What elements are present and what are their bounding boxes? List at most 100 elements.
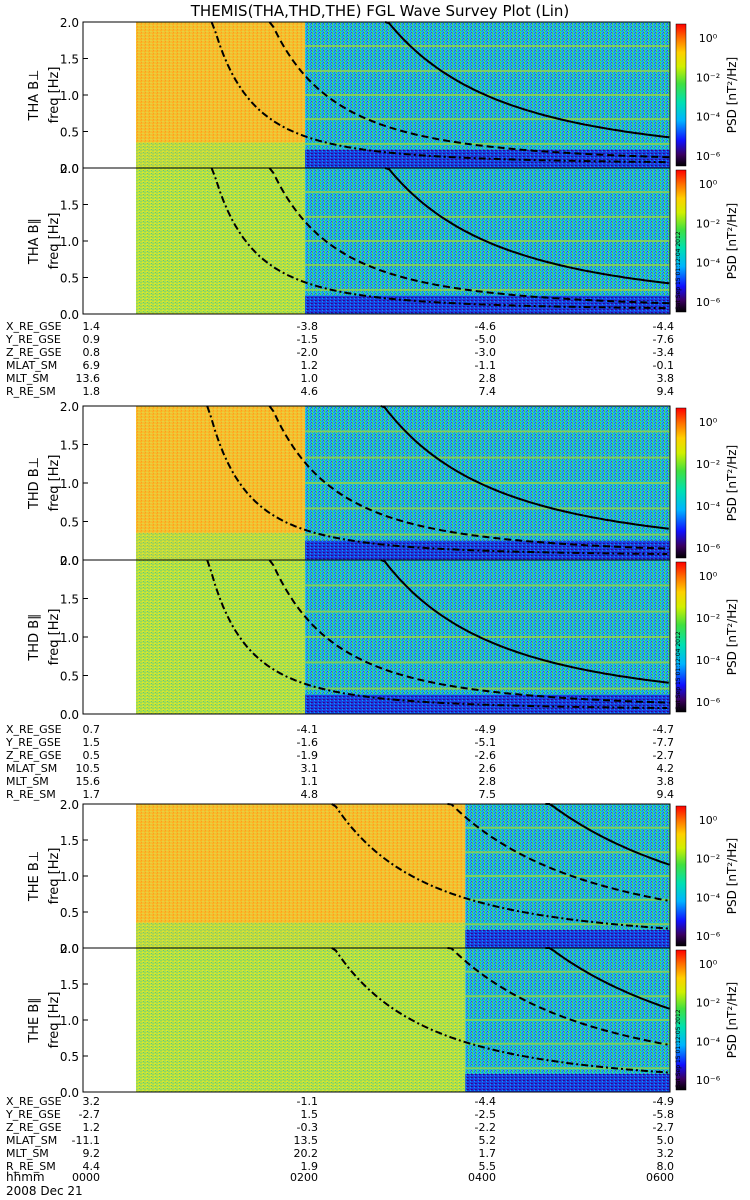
colorbar-label: PSD [nT²/Hz] [725,599,739,675]
freq-ylabel: freq [Hz] [47,609,62,666]
colorbar-gradient [675,169,687,313]
low-freq-band [136,142,306,168]
panel-ylabel: THD B∥ [27,613,42,661]
ephemeris-value: -1.1 [475,359,496,372]
colorbar-gradient [675,407,687,559]
ephemeris-value: -3.4 [653,346,674,359]
harmonic-line [305,118,670,121]
low-freq-band [136,288,306,314]
colorbar-tick-label: 10⁻⁴ [696,257,721,270]
time-tick-label: 0600 [646,1171,674,1184]
harmonic-line [305,482,670,484]
ephemeris-row-label: X_RE_GSE [6,320,62,333]
y-tick-label: 0.0 [60,554,79,568]
panel-ylabel: THA B∥ [27,218,42,265]
harmonic-line [305,191,670,194]
panel-ylabel: THE B∥ [27,997,42,1043]
harmonic-line [305,507,670,510]
y-tick-label: 2.0 [60,942,79,956]
ephemeris-value: -0.3 [297,1121,318,1134]
deep-low-band [305,149,670,168]
ephemeris-value: -11.1 [72,1134,100,1147]
ephemeris-value: -5.1 [475,736,496,749]
ephemeris-value: 2.8 [479,372,497,385]
date-label: 2008 Dec 21 [6,1184,83,1198]
y-tick-label: 2.0 [60,798,79,812]
colorbar-tick-label: 10⁻² [696,612,720,625]
ephemeris-value: 3.2 [657,1147,675,1160]
low-freq-band [136,922,466,948]
ephemeris-value: -2.7 [79,1108,100,1121]
time-tick-label: 0400 [468,1171,496,1184]
ephemeris-value: -4.9 [475,723,496,736]
harmonic-line [465,875,670,877]
colorbar-tick-label: 10⁰ [699,32,718,45]
colorbar-tick-label: 10⁻⁴ [696,111,721,124]
harmonic-line [305,584,670,587]
ephemeris-value: 4.2 [657,762,675,775]
ephemeris-row-label: Z_RE_GSE [6,346,62,359]
psd-colorbar: 10⁰ 10⁻² 10⁻⁴ 10⁻⁶ PSD [nT²/Hz] Sat Sep 15 01… [675,949,739,1091]
colorbar-tick-label: 10⁻² [696,71,720,84]
timestamp-label: Sat Sep 15 01:12:04 2012 [675,231,682,310]
ephemeris-value: 1.5 [301,1108,319,1121]
ephemeris-value: 4.8 [301,788,319,801]
freq-ylabel: freq [Hz] [47,848,62,905]
low-freq-band [136,687,306,714]
panel-ylabel: THE B⊥ [27,851,42,902]
ephemeris-value: 6.9 [83,359,101,372]
harmonic-line [465,970,670,973]
ephemeris-thd: X_RE_GSE 0.7 -4.1 -4.9 -4.7 Y_RE_GSE 1.5 -1.6 -5… [5,723,674,801]
ephemeris-value: -2.7 [653,1121,674,1134]
ephemeris-value: -1.6 [297,736,318,749]
y-tick-label: 1.5 [60,439,79,453]
harmonic-line [305,45,670,48]
ephemeris-value: 1.0 [301,372,319,385]
y-tick-label: 1.5 [60,978,79,992]
ephemeris-row-label: R_RE_SM [6,788,56,801]
ephemeris-value: -2.2 [475,1121,496,1134]
ephemeris-row-label: Z_RE_GSE [6,1121,62,1134]
time-tick-label: 0000 [72,1171,100,1184]
ephemeris-value: 5.5 [479,1160,497,1173]
ephemeris-row-label: R_RE_SM [6,385,56,398]
y-tick-label: 0.5 [60,670,79,684]
ephemeris-value: 5.2 [479,1134,497,1147]
panel-ylabel: THD B⊥ [27,457,42,510]
ephemeris-value: 1.8 [83,385,101,398]
ephemeris-value: 3.2 [83,1095,101,1108]
dashdot-frequency-curve [210,167,668,310]
colorbar-tick-label: 10⁻⁴ [696,891,721,904]
ephemeris-value: 15.6 [76,775,101,788]
ephemeris-value: 3.8 [657,372,675,385]
ephemeris-row-label: Y_RE_GSE [5,1108,61,1121]
y-tick-label: 1.5 [60,53,79,67]
ephemeris-value: -7.7 [653,736,674,749]
ephemeris-value: -0.1 [653,359,674,372]
panel-ylabel: THA B⊥ [27,70,42,122]
ephemeris-value: 5.0 [657,1134,675,1147]
ephemeris-value: 1.9 [301,1160,319,1173]
ephemeris-value: 7.5 [479,788,497,801]
harmonic-line [305,456,670,459]
harmonic-line [465,898,670,901]
harmonic-line [465,1042,670,1045]
ephemeris-value: 1.7 [83,788,101,801]
ephemeris-value: 3.1 [301,762,319,775]
harmonic-line [465,923,670,926]
harmonic-line [305,215,670,218]
ephemeris-value: -2.7 [653,749,674,762]
ephemeris-row-label: MLAT_SM [6,359,57,372]
ephemeris-value: -5.8 [653,1108,674,1121]
colorbar-tick-label: 10⁻⁶ [696,696,721,709]
psd-colorbar: 10⁰ 10⁻² 10⁻⁴ 10⁻⁶ PSD [nT²/Hz] [675,805,739,947]
y-tick-label: 0.0 [60,162,79,176]
y-tick-label: 1.0 [60,870,79,884]
solid-frequency-curve [380,405,669,530]
y-tick-label: 0.5 [60,1050,79,1064]
y-tick-label: 2.0 [60,400,79,414]
solid-frequency-curve [384,21,670,139]
psd-colorbar: 10⁰ 10⁻² 10⁻⁴ 10⁻⁶ PSD [nT²/Hz] [675,407,739,559]
y-tick-label: 0.0 [60,1086,79,1100]
